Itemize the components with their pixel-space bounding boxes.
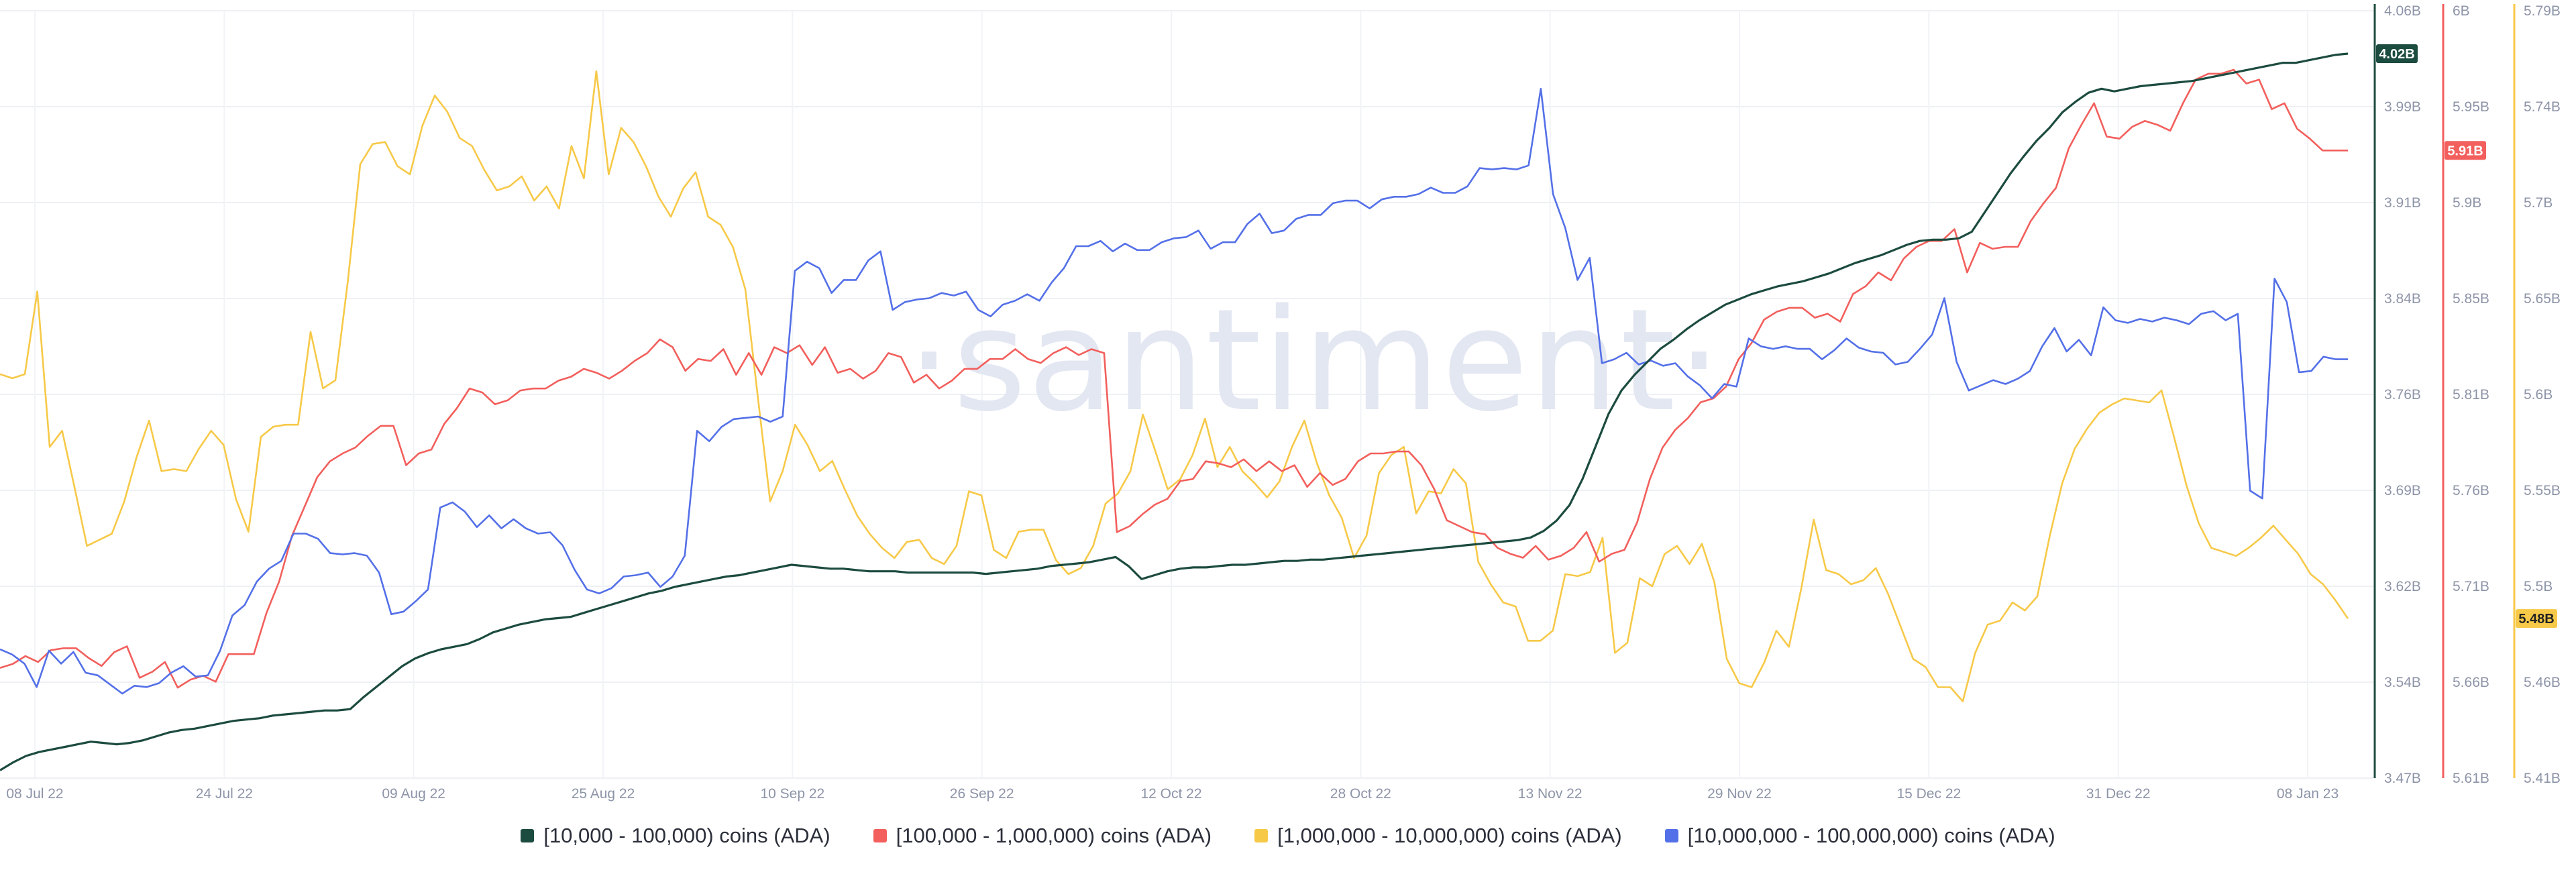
- current-value-badge-a3: [2516, 609, 2557, 629]
- y-tick-label: 3.47B: [2384, 771, 2421, 786]
- y-tick-label: 5.71B: [2453, 579, 2489, 594]
- series-layer: [0, 52, 2349, 771]
- y-tick-label: 5.66B: [2453, 675, 2489, 690]
- y-tick-label: 5.41B: [2524, 771, 2561, 786]
- x-tick-label: 29 Nov 22: [1707, 786, 1772, 802]
- legend-item[interactable]: [100,000 - 1,000,000) coins (ADA): [873, 824, 1212, 848]
- grid: [0, 10, 2373, 779]
- y-tick-label: 5.74B: [2524, 99, 2561, 115]
- legend-label: [100,000 - 1,000,000) coins (ADA): [896, 824, 1212, 847]
- series-line-4: [0, 88, 2348, 695]
- y-tick-label: 4.06B: [2384, 3, 2421, 19]
- y-tick-label: 5.95B: [2453, 99, 2489, 115]
- y-tick-label: 5.85B: [2453, 291, 2489, 307]
- y-tick-label: 5.9B: [2453, 195, 2481, 211]
- y-tick-label: 3.69B: [2384, 483, 2421, 498]
- legend-label: [1,000,000 - 10,000,000) coins (ADA): [1277, 824, 1622, 847]
- y-axes: 4.06B 3.99B 3.91B 3.84B 3.76B 3.69B 3.62B 3.54B…: [2373, 3, 2561, 786]
- legend-item[interactable]: [10,000,000 - 100,000,000) coins (ADA): [1664, 824, 2055, 848]
- y-tick-label: 5.76B: [2453, 483, 2489, 498]
- y-tick-label: 5.79B: [2524, 3, 2561, 19]
- x-tick-label: 25 Aug 22: [572, 786, 635, 802]
- x-tick-label: 13 Nov 22: [1518, 786, 1582, 802]
- current-value-label: 4.02B: [2379, 47, 2414, 62]
- series-line-2: [0, 68, 2348, 689]
- legend-label: [10,000 - 100,000) coins (ADA): [543, 824, 830, 847]
- x-tick-label: 31 Dec 22: [2086, 786, 2151, 802]
- legend-label: [10,000,000 - 100,000,000) coins (ADA): [1687, 824, 2055, 847]
- y-tick-label: 5.81B: [2453, 387, 2489, 402]
- legend-swatch: [873, 829, 887, 842]
- x-tick-label: 26 Sep 22: [950, 786, 1014, 802]
- y-tick-label: 3.54B: [2384, 675, 2421, 690]
- y-tick-label: 3.76B: [2384, 387, 2421, 402]
- x-tick-label: 28 Oct 22: [1330, 786, 1391, 802]
- chart: ·santiment· 08 Jul 22 24 Jul 22 09 Aug 22 2…: [0, 3, 2561, 802]
- y-tick-label: 5.61B: [2453, 771, 2489, 786]
- y-tick-label: 5.7B: [2524, 195, 2553, 211]
- x-tick-label: 12 Oct 22: [1140, 786, 1201, 802]
- y-tick-label: 3.99B: [2384, 99, 2421, 115]
- legend-swatch: [521, 829, 535, 842]
- y-tick-label: 3.84B: [2384, 291, 2421, 307]
- x-tick-label: 24 Jul 22: [196, 786, 253, 802]
- x-tick-label: 08 Jul 22: [6, 786, 63, 802]
- y-tick-label: 6B: [2453, 3, 2470, 19]
- y-tick-label: 5.5B: [2524, 579, 2553, 594]
- y-tick-label: 5.6B: [2524, 387, 2553, 402]
- legend-swatch: [1664, 829, 1678, 842]
- series-line-3: [0, 70, 2349, 702]
- y-tick-label: 3.62B: [2384, 579, 2421, 594]
- current-value-label: 5.91B: [2447, 144, 2483, 158]
- legend-swatch: [1254, 829, 1269, 842]
- legend: [10,000 - 100,000) coins (ADA) [100,000 -…: [0, 824, 2576, 848]
- legend-item[interactable]: [10,000 - 100,000) coins (ADA): [521, 824, 830, 848]
- current-value-badge-a2: [2445, 141, 2486, 160]
- x-tick-label: 08 Jan 23: [2277, 786, 2339, 802]
- x-axis: 08 Jul 22 24 Jul 22 09 Aug 22 25 Aug 22 10 S…: [6, 786, 2339, 802]
- current-value-badge-a1: [2376, 44, 2418, 63]
- series-line-1: [0, 52, 2349, 771]
- watermark: ·santiment·: [907, 278, 1723, 443]
- y-tick-label: 5.55B: [2524, 483, 2561, 498]
- x-tick-label: 09 Aug 22: [382, 786, 445, 802]
- legend-item[interactable]: [1,000,000 - 10,000,000) coins (ADA): [1254, 824, 1622, 848]
- x-tick-label: 10 Sep 22: [760, 786, 824, 802]
- y-tick-label: 5.65B: [2524, 291, 2561, 307]
- y-tick-label: 5.46B: [2524, 675, 2561, 690]
- y-tick-label: 3.91B: [2384, 195, 2421, 211]
- current-value-label: 5.48B: [2518, 612, 2554, 626]
- x-tick-label: 15 Dec 22: [1896, 786, 1961, 802]
